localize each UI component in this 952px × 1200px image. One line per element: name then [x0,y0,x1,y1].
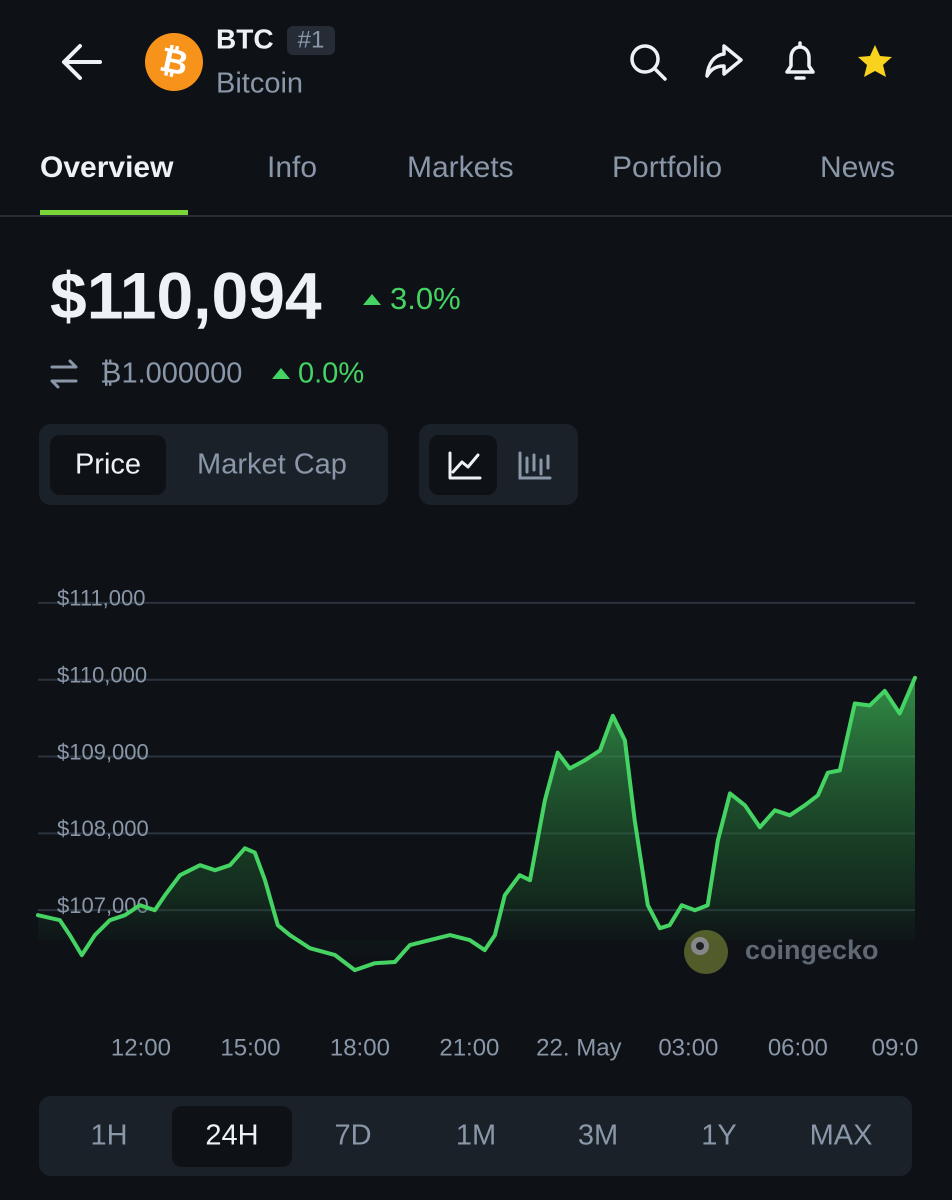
range-selected [172,1106,292,1167]
price-area [38,677,915,971]
range-option[interactable]: 7D [334,1120,371,1152]
btc-change: 0.0% [298,358,364,390]
price-chart: $107,000$108,000$109,000$110,000$111,000… [36,586,919,1061]
line-chart-button[interactable] [448,451,482,480]
x-tick-label: 15:00 [220,1034,280,1061]
tab[interactable]: Info [267,151,317,184]
range-option[interactable]: 3M [578,1120,618,1152]
range-option[interactable]: MAX [810,1120,873,1152]
watermark-logo [684,930,728,974]
x-tick-label: 12:00 [111,1034,171,1061]
coin-icon: ₿ [145,33,203,91]
alert-button[interactable] [785,41,815,80]
up-arrow [363,294,381,305]
coin-rank: #1 [298,26,325,53]
search-button[interactable] [630,44,667,81]
y-tick-label: $111,000 [57,586,146,611]
range-option[interactable]: 24H [205,1120,258,1152]
share-button[interactable] [705,44,743,78]
tab[interactable]: Markets [407,151,514,184]
tab-divider [0,215,952,217]
tab[interactable]: News [820,151,895,184]
price-change: 3.0% [390,281,461,316]
x-tick-label: 06:00 [768,1034,828,1061]
toggle-selected [50,435,166,495]
x-tick-label: 18:00 [330,1034,390,1061]
tab-indicator [40,210,188,215]
x-tick-label: 09:0 [872,1034,919,1061]
tab[interactable]: Portfolio [612,151,722,184]
y-tick-label: $110,000 [57,663,147,688]
range-options: 1H 24H 7D 1M 3M 1Y MAX [90,1120,872,1152]
rank-badge [287,26,335,55]
x-tick-label: 22. May [536,1034,621,1061]
tab[interactable]: Overview [40,151,174,184]
btc-price: ₿1.000000 [100,358,242,390]
range-option[interactable]: 1M [456,1120,496,1152]
toggle-selected [429,435,497,495]
y-tick-label: $109,000 [57,739,149,764]
x-tick-label: 21:00 [439,1034,499,1061]
coin-symbol: BTC [216,23,274,54]
back-button[interactable] [62,44,102,80]
candle-chart-button[interactable] [518,451,552,480]
price: $110,094 [50,258,322,332]
range-option[interactable]: 1Y [701,1120,736,1152]
price-line [36,675,917,973]
toggle-option[interactable]: Market Cap [197,449,347,481]
swap-icon [50,359,78,389]
watermark: coingecko [745,935,879,965]
up-arrow [272,368,290,379]
range-option[interactable]: 1H [90,1120,127,1152]
toggle-option[interactable]: Price [75,449,141,481]
y-tick-label: $108,000 [57,816,149,841]
favorite-button[interactable] [858,45,892,77]
x-tick-label: 03:00 [658,1034,718,1061]
coin-name: Bitcoin [216,68,303,100]
